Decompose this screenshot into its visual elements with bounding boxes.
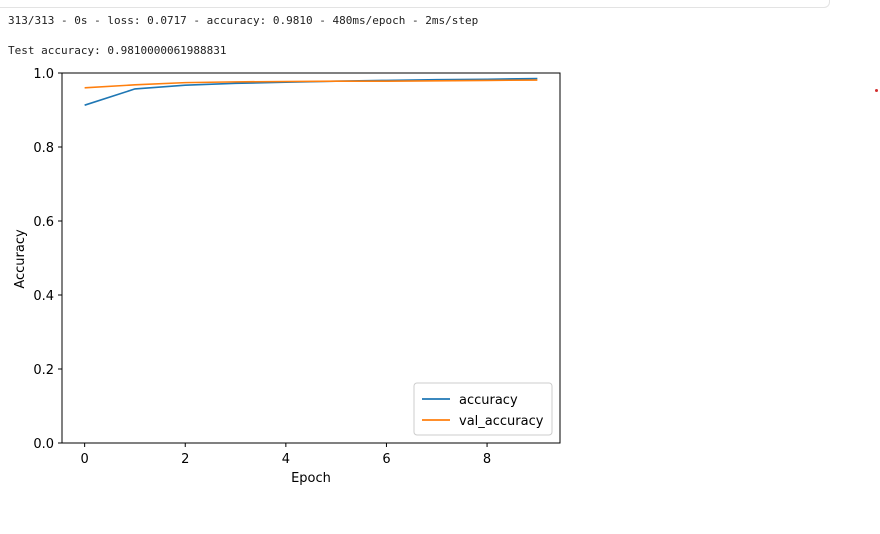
- legend-label-val-accuracy: val_accuracy: [459, 414, 544, 429]
- x-tick-label: 8: [483, 452, 491, 467]
- series-line-val-accuracy: [84, 79, 538, 89]
- x-tick-label: 0: [80, 452, 88, 467]
- x-tick-label: 6: [382, 452, 390, 467]
- accuracy-chart: 0 2 4 6 8 0.0 0.2 0.4 0.6 0.8 1.0 accuracy val_accur…: [13, 67, 561, 486]
- test-accuracy-line: Test accuracy: 0.9810000061988831: [8, 44, 227, 57]
- y-tick-label: 0.0: [33, 437, 54, 452]
- legend: [413, 382, 553, 436]
- x-tick-label: 4: [282, 452, 290, 467]
- y-tick-label: 1.0: [33, 67, 54, 82]
- output-cell-frame: [0, 0, 830, 8]
- x-tick-label: 2: [181, 452, 189, 467]
- plot-area: 0 2 4 6 8 0.0 0.2 0.4 0.6 0.8 1.0 accuracy val_accur…: [33, 67, 561, 467]
- x-axis-label: Epoch: [291, 471, 331, 486]
- y-tick-label: 0.8: [33, 141, 54, 156]
- marker-dot: [875, 89, 878, 92]
- y-tick-label: 0.4: [33, 289, 54, 304]
- y-tick-label: 0.2: [33, 363, 54, 378]
- legend-label-accuracy: accuracy: [459, 393, 518, 408]
- y-axis-label: Accuracy: [13, 229, 28, 289]
- plot-frame: [61, 72, 561, 444]
- y-tick-label: 0.6: [33, 215, 54, 230]
- series-line-accuracy: [84, 77, 538, 106]
- evaluate-log-line: 313/313 - 0s - loss: 0.0717 - accuracy: …: [8, 14, 479, 27]
